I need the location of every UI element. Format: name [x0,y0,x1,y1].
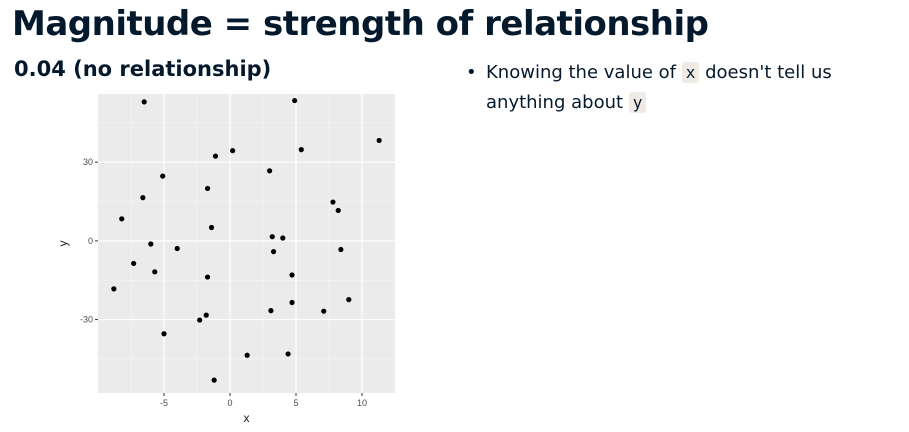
y-tick-label: -30 [80,315,93,325]
data-point [208,224,215,231]
y-tick-label: 0 [88,236,93,246]
data-point [212,153,219,159]
inline-code-x: x [681,62,700,83]
data-point [376,137,382,144]
data-point [211,377,217,383]
data-point [298,147,304,153]
data-point [148,241,154,247]
plot-panel [98,94,395,393]
slide-subtitle: 0.04 (no relationship) [14,57,272,81]
data-point [230,148,236,154]
data-point [160,173,166,179]
data-point [119,216,125,222]
data-point [335,207,341,214]
bullet-list: • Knowing the value of x doesn't tell us… [466,58,876,118]
x-axis-label: x [244,411,250,425]
data-point [140,195,146,201]
data-point [204,185,211,192]
data-point [285,351,291,357]
bullet-text-part-2: doesn't tell us anything about [486,62,832,113]
data-point [131,260,137,267]
data-point [338,246,344,253]
data-points [111,97,382,383]
scatter-plot: -5 0 5 10 -30 0 30 x y [55,88,400,432]
data-point [346,297,352,303]
x-tick-label: 0 [227,398,232,408]
x-tick-label: -5 [160,398,168,408]
data-point [269,234,275,240]
data-point [152,269,158,275]
plot-background [98,94,395,393]
data-point [204,274,211,280]
data-point [197,317,203,323]
bullet-text-part-1: Knowing the value of [486,62,682,83]
bullet-item: • Knowing the value of x doesn't tell us… [466,58,876,118]
data-point [244,352,250,358]
data-point [270,249,277,255]
data-point [111,286,117,292]
x-tick-label: 5 [293,398,298,408]
data-point [267,168,273,174]
x-tick-label: 10 [357,398,367,408]
data-point [161,331,167,337]
data-point [292,97,298,104]
data-point [174,245,180,252]
data-point [330,199,336,205]
data-point [280,235,286,241]
data-point [289,299,295,306]
y-axis-label: y [56,241,70,247]
data-point [321,308,327,314]
inline-code-y: y [628,92,647,113]
data-point [289,272,295,278]
grid-lines [98,94,395,393]
data-point [141,99,147,105]
y-tick-label: 30 [83,157,93,167]
slide-title: Magnitude = strength of relationship [12,4,709,44]
bullet-text: Knowing the value of x doesn't tell us a… [486,58,876,118]
bullet-marker: • [466,62,477,83]
data-point [268,308,274,314]
data-point [203,312,209,318]
axis-ticks: -5 0 5 10 -30 0 30 [80,157,367,408]
scatter-chart-svg: -5 0 5 10 -30 0 30 x y [56,94,395,425]
